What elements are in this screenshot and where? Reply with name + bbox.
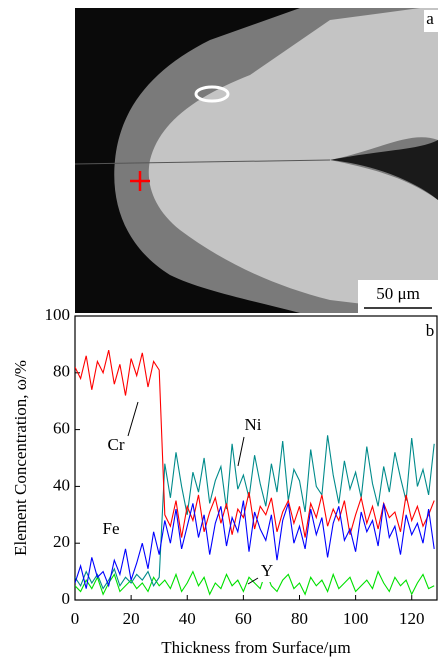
series-line [75,500,435,589]
x-tick-label: 40 [179,609,196,628]
series-label: Y [261,561,273,580]
label-bg [104,436,128,456]
leader-line [237,436,245,467]
panel-label: b [426,321,435,340]
y-tick-label: 20 [53,532,70,551]
y-tick-label: 0 [62,589,71,608]
y-tick-label: 40 [53,475,70,494]
series-line [75,435,435,590]
label-bg [424,10,438,32]
series-label: Cr [108,435,125,454]
leader-line [247,577,259,585]
y-axis-title: Element Concentration, ω/% [11,360,30,556]
label-bg [99,520,123,540]
series-line [75,569,435,596]
panel-label: a [426,9,434,28]
series-label: Ni [245,415,262,434]
series-label: Fe [103,519,120,538]
label-bg [241,416,265,436]
x-tick-label: 0 [71,609,80,628]
x-tick-label: 60 [235,609,252,628]
x-axis-title: Thickness from Surface/μm [161,638,350,657]
x-tick-label: 120 [399,609,425,628]
plot-frame [74,315,438,601]
y-tick-label: 60 [53,419,70,438]
crack [330,140,438,200]
scale-label: 50 μm [376,284,420,303]
micrograph: 50 μm a [74,8,438,313]
label-bg [255,562,279,582]
leader-line [127,401,139,437]
y-tick-label: 100 [45,305,71,324]
x-tick-label: 100 [343,609,369,628]
marker-ellipse [194,85,230,103]
x-tick-label: 80 [291,609,308,628]
x-tick-label: 20 [123,609,140,628]
series-line [75,349,435,538]
scan-line [74,159,331,165]
y-tick-label: 80 [53,362,70,381]
